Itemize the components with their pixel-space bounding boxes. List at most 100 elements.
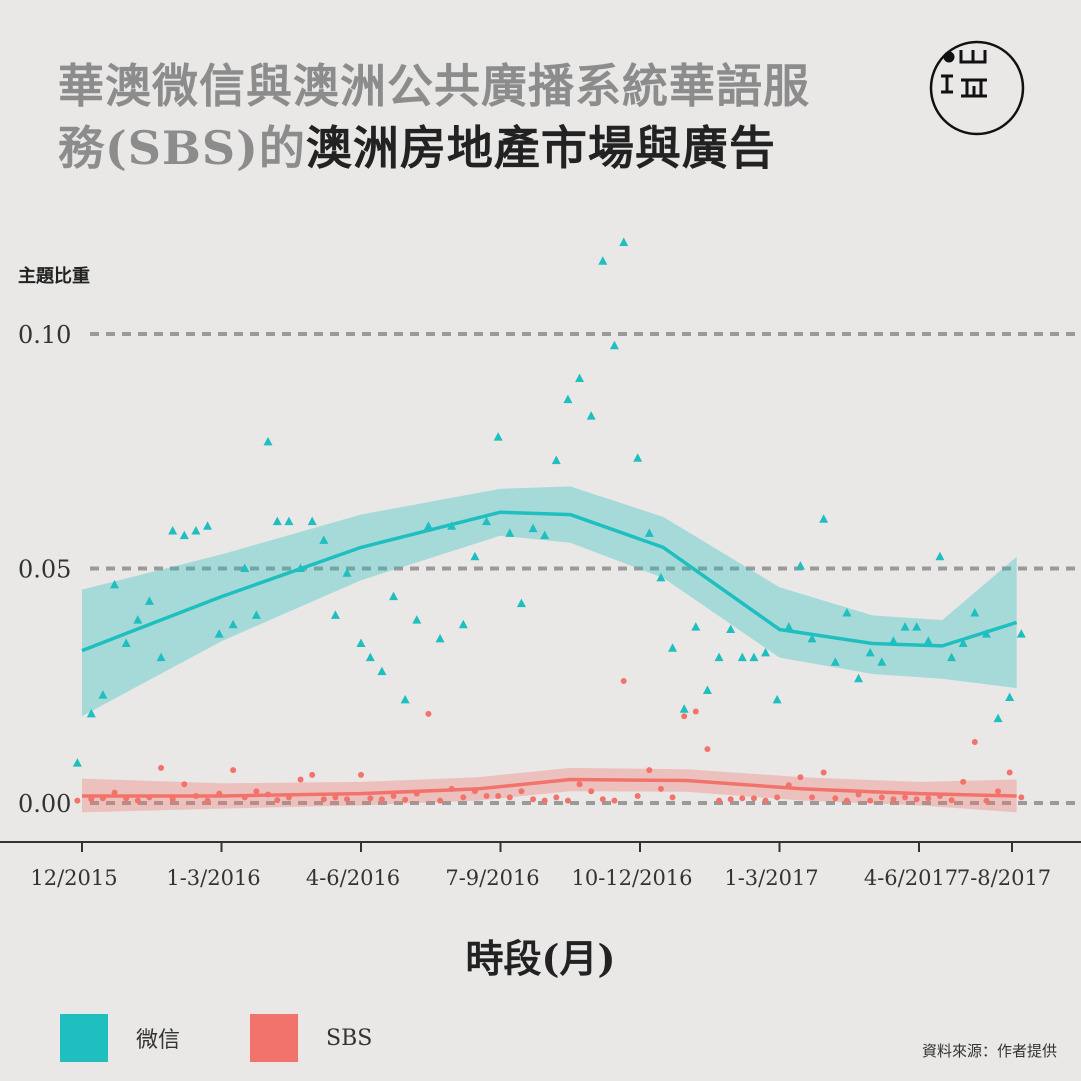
grid-lines [90, 332, 1081, 805]
chart-title: 華澳微信與澳洲公共廣播系統華語服 務(SBS)的澳洲房地產市場與廣告 [58, 55, 810, 179]
data-point [144, 596, 154, 605]
data-point [553, 794, 560, 801]
data-point [435, 633, 445, 643]
confidence-band [82, 486, 1017, 717]
data-point [854, 673, 864, 683]
data-point [111, 789, 118, 796]
data-point [86, 708, 96, 718]
data-point [1018, 794, 1025, 801]
data-point [795, 561, 805, 570]
data-point [458, 619, 468, 629]
data-point [947, 652, 957, 662]
data-point [691, 622, 701, 631]
data-point [993, 713, 1003, 723]
data-point [669, 794, 676, 801]
data-point [378, 796, 385, 803]
trend-lines [81, 510, 1018, 798]
data-point [960, 778, 967, 785]
data-point [890, 796, 897, 803]
data-point [564, 797, 571, 804]
data-point [367, 795, 374, 802]
legend-swatch-sbs [250, 1014, 299, 1062]
data-point [251, 610, 261, 619]
data-point [576, 781, 583, 788]
title-line-2-gray: 務(SBS)的 [58, 121, 306, 175]
data-point [620, 678, 627, 685]
data-point [784, 622, 794, 631]
data-point [634, 792, 641, 799]
data-point [923, 636, 933, 645]
trend-line [82, 777, 1017, 798]
data-point [390, 792, 397, 799]
data-point [274, 797, 281, 804]
legend-label-sbs: SBS [326, 1025, 373, 1051]
data-point [657, 785, 664, 792]
data-point [169, 796, 176, 803]
data-point [575, 373, 585, 383]
data-point [774, 794, 781, 801]
data-point [958, 638, 968, 648]
legend-item-sbs: SBS [250, 1014, 372, 1062]
data-point [900, 622, 910, 631]
data-point [297, 776, 304, 783]
data-point [358, 771, 364, 778]
data-point [855, 791, 862, 798]
y-tick-label: 0.10 [18, 321, 71, 349]
data-point [599, 796, 606, 803]
data-point [867, 797, 874, 804]
data-point [158, 764, 165, 771]
data-point [995, 788, 1002, 795]
data-point [820, 769, 827, 776]
x-tick-label: 1-3/2016 [166, 866, 260, 890]
data-point [807, 633, 817, 643]
y-tick-label: 0.05 [18, 556, 71, 584]
data-point [181, 781, 188, 788]
data-point [541, 797, 548, 804]
data-point [230, 767, 237, 774]
data-point [483, 792, 490, 799]
data-point [203, 521, 213, 530]
data-point [332, 794, 339, 801]
data-point [878, 794, 885, 801]
x-tick-label: 12/2015 [30, 866, 117, 890]
data-point [425, 710, 432, 717]
data-point [633, 453, 643, 462]
data-point [482, 516, 492, 526]
data-point [819, 514, 829, 523]
data-point [1016, 629, 1026, 638]
data-point [214, 629, 224, 638]
data-point [307, 516, 317, 526]
x-tick-label: 10-12/2016 [571, 866, 692, 890]
legend: 微信 SBS [60, 1014, 442, 1062]
data-point [470, 551, 480, 561]
data-point [727, 796, 734, 803]
data-point [970, 608, 980, 617]
data-point [98, 690, 108, 699]
data-point [191, 525, 201, 535]
title-line-1: 華澳微信與澳洲公共廣播系統華語服 [58, 59, 810, 113]
data-point [460, 794, 467, 801]
data-point [309, 771, 316, 778]
legend-label-wechat: 微信 [136, 1028, 181, 1053]
data-point [750, 795, 757, 802]
data-point [912, 622, 922, 631]
x-tick-label: 1-3/2017 [724, 866, 818, 890]
y-tick-label: 0.00 [18, 790, 71, 818]
data-point [530, 796, 537, 803]
x-axis [0, 841, 1081, 852]
data-point [797, 774, 804, 781]
data-point [168, 525, 178, 535]
data-point [843, 797, 850, 804]
data-point [423, 521, 433, 530]
data-point [516, 598, 526, 608]
x-axis-title: 時段(月) [465, 936, 616, 981]
data-point [563, 394, 573, 404]
data-point [716, 797, 723, 804]
data-point [935, 551, 945, 561]
legend-item-wechat: 微信 [60, 1014, 180, 1062]
data-point [88, 796, 95, 803]
data-point [877, 657, 887, 666]
data-point [646, 767, 653, 774]
data-point [983, 797, 990, 804]
data-point [739, 795, 746, 802]
